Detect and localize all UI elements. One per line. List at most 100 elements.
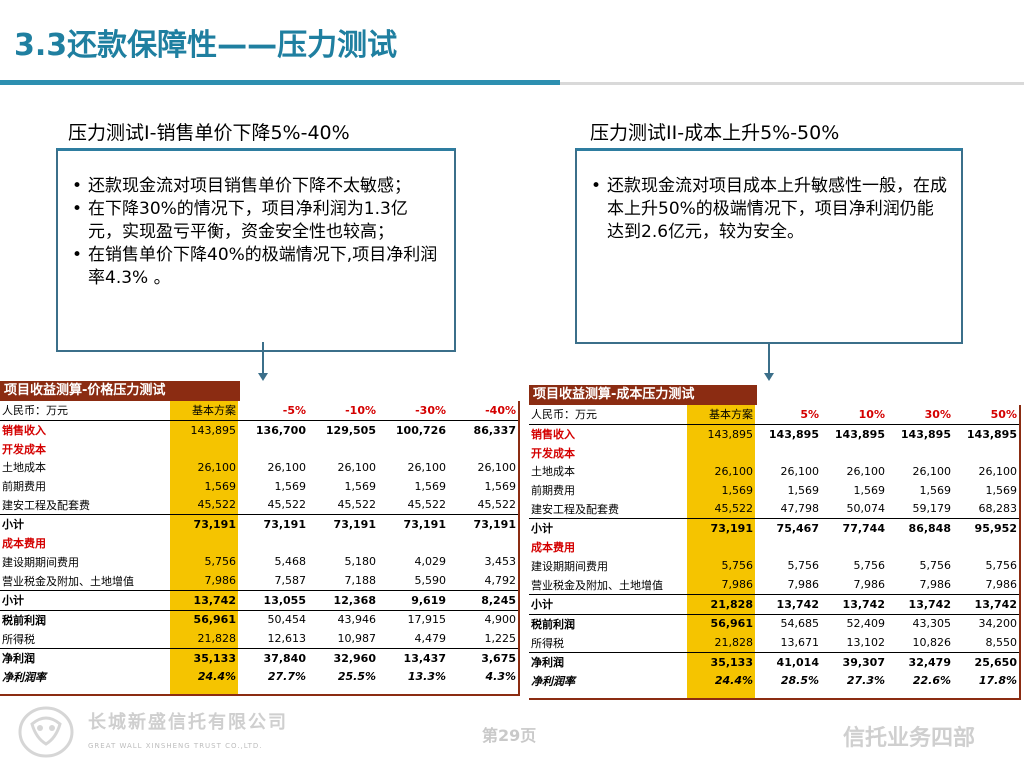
scenario-value-cell: 95,952 — [953, 518, 1019, 538]
table-body: 人民币：万元 基本方案 -5% -10% -30% -40% 销售收入 143,895 136,… — [0, 401, 518, 695]
scenario-value-cell: 13,437 — [378, 647, 448, 668]
right-connector-line — [768, 342, 770, 374]
scenario-value-cell: 13,055 — [238, 589, 308, 611]
table-row: 建安工程及配套费 45,522 45,522 45,522 45,522 45,522 — [0, 495, 518, 515]
row-label: 建设期期间费用 — [531, 559, 608, 573]
scenario-value-cell: 143,895 — [900, 427, 951, 441]
table-row: 所得税 21,828 12,613 10,987 4,479 1,225 — [0, 629, 518, 649]
table-row: 净利润率 24.4% 27.7% 25.5% 13.3% 4.3% — [0, 667, 518, 687]
page-title: 3.3还款保障性——压力测试 — [14, 28, 398, 63]
scenario-column-header: -40% — [448, 401, 518, 421]
table-spacer-row — [0, 686, 518, 695]
table-row: 净利润 35,133 37,840 32,960 13,437 3,675 — [0, 647, 518, 668]
scenario-value-cell: 143,895 — [966, 427, 1017, 441]
scenario-value-cell: 1,569 — [985, 483, 1018, 497]
table-row: 税前利润 56,961 54,685 52,409 43,305 34,200 — [529, 613, 1019, 634]
cost-stress-table: 项目收益测算-成本压力测试 人民币：万元 基本方案 5% 10% 30% 50% 销售收入 1… — [529, 385, 1021, 701]
scenario-value-cell: 4,029 — [414, 555, 447, 569]
scenario-column-header: 5% — [755, 405, 821, 425]
scenario-value-cell: 22.6% — [912, 674, 951, 688]
row-label: 小计 — [529, 518, 687, 538]
company-name-en: GREAT WALL XINSHENG TRUST CO.,LTD. — [88, 742, 263, 750]
base-value-cell — [687, 537, 755, 557]
scenario-value-cell: 1,569 — [787, 483, 820, 497]
base-value-cell: 56,961 — [170, 609, 238, 630]
table-row: 净利润 35,133 41,014 39,307 32,479 25,650 — [529, 651, 1019, 672]
row-label: 建设期期间费用 — [2, 555, 79, 569]
row-label: 税前利润 — [529, 613, 687, 634]
left-bullet-list: 还款现金流对项目销售单价下降不太敏感； 在下降30%的情况下，项目净利润为1.3… — [70, 175, 440, 290]
scenario-value-cell: 26,100 — [477, 460, 517, 474]
scenario-value-cell: 8,245 — [448, 589, 518, 611]
base-column-header: 基本方案 — [170, 401, 238, 421]
scenario-value-cell: 1,569 — [344, 479, 377, 493]
scenario-value-cell — [308, 534, 378, 553]
base-value-cell: 73,191 — [687, 518, 755, 538]
scenario-value-cell: 1,569 — [484, 479, 517, 493]
scenario-value-cell: 7,986 — [787, 578, 820, 592]
row-label: 前期费用 — [531, 484, 575, 498]
scenario-value-cell: 32,479 — [887, 651, 953, 672]
scenario-value-cell: 129,505 — [325, 423, 376, 437]
left-connector-line — [262, 342, 264, 374]
base-value-cell: 35,133 — [170, 647, 238, 668]
base-value-cell: 7,986 — [687, 575, 755, 595]
table-row: 前期费用 1,569 1,569 1,569 1,569 1,569 — [0, 476, 518, 496]
table-row: 土地成本 26,100 26,100 26,100 26,100 26,100 — [0, 458, 518, 477]
base-value-cell: 26,100 — [170, 458, 238, 477]
scenario-value-cell: 5,468 — [274, 555, 307, 569]
scenario-value-cell: 136,700 — [255, 423, 306, 437]
base-value-cell: 21,828 — [687, 633, 755, 653]
table-spacer-row — [529, 690, 1019, 699]
table-row: 前期费用 1,569 1,569 1,569 1,569 1,569 — [529, 480, 1019, 500]
table-row: 小计 21,828 13,742 13,742 13,742 13,742 — [529, 593, 1019, 615]
scenario-value-cell: 86,848 — [887, 518, 953, 538]
scenario-value-cell: 26,100 — [846, 464, 886, 478]
scenario-value-cell: 13,671 — [780, 636, 820, 650]
scenario-value-cell: 32,960 — [308, 647, 378, 668]
scenario-value-cell — [953, 538, 1019, 557]
scenario-value-cell: 7,986 — [985, 578, 1018, 592]
table-row: 成本费用 — [0, 533, 518, 553]
scenario-value-cell: 13.3% — [407, 670, 446, 684]
scenario-value-cell — [755, 443, 821, 462]
scenario-value-cell: 7,986 — [919, 578, 952, 592]
left-bullet: 还款现金流对项目销售单价下降不太敏感； — [72, 175, 440, 198]
scenario-value-cell: 4.3% — [485, 670, 516, 684]
row-label: 成本费用 — [2, 537, 46, 551]
title-underline — [0, 80, 560, 85]
row-label: 开发成本 — [531, 446, 575, 460]
table-row: 建安工程及配套费 45,522 47,798 50,074 59,179 68,283 — [529, 499, 1019, 519]
row-label: 净利润率 — [2, 670, 46, 684]
scenario-value-cell: 4,479 — [414, 632, 447, 646]
scenario-value-cell: 75,467 — [755, 518, 821, 538]
row-label: 成本费用 — [531, 541, 575, 555]
scenario-value-cell: 26,100 — [912, 464, 952, 478]
table-title: 项目收益测算-成本压力测试 — [529, 385, 757, 405]
row-label: 净利润 — [529, 651, 687, 672]
row-label: 营业税金及附加、土地增值 — [531, 578, 663, 592]
scenario-value-cell: 17,915 — [378, 609, 448, 630]
scenario-value-cell: 4,792 — [484, 574, 517, 588]
scenario-value-cell: 25,650 — [953, 651, 1019, 672]
scenario-value-cell: 12,613 — [267, 632, 307, 646]
scenario-value-cell: 8,550 — [985, 636, 1018, 650]
scenario-value-cell: 47,798 — [780, 502, 820, 516]
department-name: 信托业务四部 — [843, 726, 976, 751]
row-label: 营业税金及附加、土地增值 — [2, 574, 134, 588]
table-row: 小计 13,742 13,055 12,368 9,619 8,245 — [0, 589, 518, 611]
row-label: 所得税 — [531, 636, 564, 650]
scenario-value-cell — [308, 439, 378, 458]
base-value-cell — [687, 443, 755, 463]
scenario-value-cell — [887, 443, 953, 462]
table-row: 建设期期间费用 5,756 5,468 5,180 4,029 3,453 — [0, 552, 518, 572]
base-value-cell: 5,756 — [170, 552, 238, 572]
scenario-value-cell: 77,744 — [821, 518, 887, 538]
base-value-cell: 73,191 — [170, 514, 238, 534]
scenario-value-cell: 5,756 — [985, 559, 1018, 573]
scenario-value-cell — [238, 439, 308, 458]
base-value-cell: 1,569 — [687, 480, 755, 500]
scenario-value-cell: 27.3% — [846, 674, 885, 688]
scenario-column-header: -5% — [238, 401, 308, 421]
scenario-value-cell: 13,102 — [846, 636, 886, 650]
